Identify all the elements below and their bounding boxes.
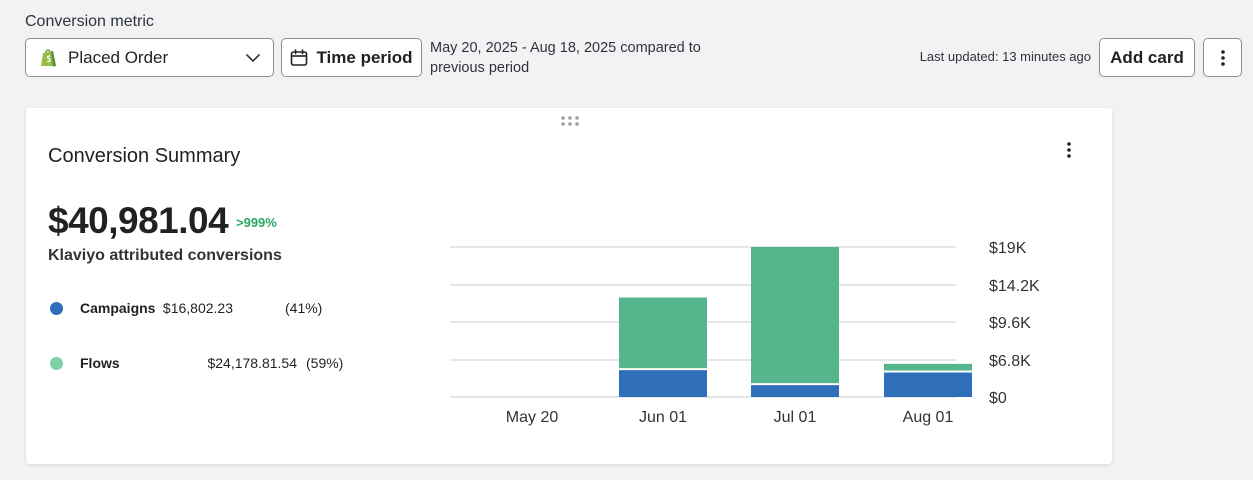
chevron-down-icon [245, 50, 261, 66]
total-conversions-value: $40,981.04 [48, 200, 229, 241]
x-tick-label: Aug 01 [903, 409, 954, 426]
campaigns-dot [50, 301, 63, 315]
bar-campaigns [619, 370, 707, 397]
last-updated-text: Last updated: 13 minutes ago [919, 49, 1091, 64]
change-badge: >999% [236, 215, 277, 230]
conversion-summary-card: Conversion Summary $40,981.04 >999% Klav… [26, 108, 1112, 464]
flows-dot [50, 356, 63, 370]
legend-item-campaigns: Campaigns $16,802.23 (41%) [48, 298, 322, 318]
metric-selected-value: Placed Order [68, 47, 169, 67]
card-more-icon[interactable] [1061, 141, 1077, 161]
calendar-icon [290, 48, 308, 67]
y-tick-label: $9.6K [989, 315, 1031, 332]
y-tick-label: $19K [989, 240, 1027, 257]
legend-amount: $16,802.23 [162, 300, 233, 316]
bar-flows [619, 297, 707, 369]
bar-campaigns [884, 372, 972, 397]
conversion-metric-label: Conversion metric [25, 13, 154, 30]
y-tick-label: $0 [989, 390, 1007, 407]
time-period-button[interactable]: Time period [281, 38, 422, 77]
conversion-bar-chart: $19K $14.2K $9.6K $6.8K $0 May 20 Jun 01 Jul 01… [450, 240, 1040, 426]
date-range-text: May 20, 2025 - Aug 18, 2025 compared to … [430, 40, 701, 76]
legend-item-flows: Flows $24,178.81.54 (59%) [48, 353, 343, 373]
conversion-metric-select[interactable]: Placed Order [25, 38, 274, 77]
x-tick-label: Jun 01 [639, 409, 687, 426]
bar-flows [884, 363, 972, 371]
y-tick-label: $14.2K [989, 278, 1040, 295]
x-tick-label: May 20 [506, 409, 559, 426]
legend-label: Flows [80, 355, 120, 371]
legend-amount: $24,178.81.54 [207, 355, 297, 371]
legend-percent: (59%) [306, 355, 344, 371]
shopify-icon [40, 48, 58, 68]
card-title: Conversion Summary [48, 145, 241, 167]
bar-flows [751, 247, 839, 384]
bar-campaigns [751, 385, 839, 397]
total-conversions-label: Klaviyo attributed conversions [48, 247, 282, 264]
time-period-label: Time period [316, 47, 413, 67]
vertical-ellipsis-icon [1220, 49, 1225, 66]
y-tick-label: $6.8K [989, 353, 1031, 370]
add-card-button[interactable]: Add card [1099, 38, 1195, 77]
drag-handle-icon[interactable] [560, 114, 580, 126]
legend-label: Campaigns [80, 300, 156, 316]
page-more-button[interactable] [1203, 38, 1242, 77]
legend-percent: (41%) [285, 300, 323, 316]
x-tick-label: Jul 01 [774, 409, 817, 426]
